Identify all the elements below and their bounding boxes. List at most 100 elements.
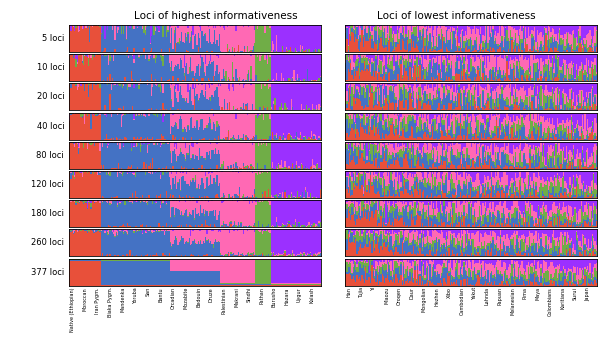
Bar <box>296 51 297 52</box>
Bar <box>422 202 423 208</box>
Bar <box>404 274 406 278</box>
Bar <box>233 142 234 164</box>
Bar <box>204 97 205 110</box>
Bar <box>131 261 132 285</box>
Bar <box>518 193 519 198</box>
Bar <box>593 210 595 220</box>
Bar <box>70 200 71 202</box>
Bar <box>530 171 532 177</box>
Bar <box>397 127 398 135</box>
Bar <box>418 154 419 157</box>
Bar <box>116 260 117 261</box>
Bar <box>79 31 80 52</box>
Bar <box>529 145 530 150</box>
Bar <box>82 172 83 176</box>
Bar <box>564 93 566 104</box>
Bar <box>400 182 402 187</box>
Bar <box>156 142 157 169</box>
Bar <box>413 41 415 52</box>
Bar <box>539 216 541 218</box>
Bar <box>427 119 428 125</box>
Text: Pathan: Pathan <box>259 287 265 304</box>
Bar <box>275 168 277 169</box>
Bar <box>525 243 526 252</box>
Bar <box>382 195 383 197</box>
Bar <box>503 25 504 26</box>
Bar <box>582 115 583 131</box>
Bar <box>505 54 506 58</box>
Bar <box>385 186 386 195</box>
Bar <box>467 200 469 202</box>
Bar <box>452 235 454 236</box>
Bar <box>463 258 465 261</box>
Bar <box>194 171 195 181</box>
Bar <box>526 278 528 282</box>
Bar <box>425 210 427 216</box>
Bar <box>573 35 574 50</box>
Bar <box>160 171 161 175</box>
Bar <box>316 164 317 169</box>
Bar <box>511 69 512 81</box>
Bar <box>431 277 432 279</box>
Bar <box>267 64 268 80</box>
Bar <box>577 106 578 107</box>
Bar <box>440 69 441 72</box>
Bar <box>196 189 197 198</box>
Bar <box>221 226 223 227</box>
Bar <box>99 229 101 230</box>
Bar <box>491 138 493 139</box>
Bar <box>421 106 422 109</box>
Bar <box>467 176 469 190</box>
Bar <box>280 25 281 52</box>
Bar <box>102 253 103 256</box>
Bar <box>379 261 380 266</box>
Bar <box>154 201 155 227</box>
Bar <box>525 205 526 213</box>
Bar <box>425 183 427 188</box>
Bar <box>193 142 194 147</box>
Bar <box>491 217 493 222</box>
Bar <box>388 203 389 212</box>
Bar <box>422 109 423 110</box>
Bar <box>245 230 247 255</box>
Bar <box>152 258 154 259</box>
Bar <box>219 183 220 198</box>
Bar <box>218 197 219 198</box>
Bar <box>511 284 512 286</box>
Bar <box>391 180 392 196</box>
Bar <box>380 229 382 230</box>
Bar <box>354 237 355 243</box>
Bar <box>175 122 176 137</box>
Bar <box>308 50 310 52</box>
Bar <box>443 105 445 110</box>
Bar <box>389 268 391 282</box>
Bar <box>182 84 184 98</box>
Bar <box>442 223 443 227</box>
Bar <box>386 231 388 233</box>
Bar <box>282 254 283 255</box>
Bar <box>517 192 518 196</box>
Bar <box>533 145 534 154</box>
Bar <box>548 84 549 92</box>
Bar <box>506 54 508 55</box>
Bar <box>375 31 377 44</box>
Bar <box>149 230 151 255</box>
Bar <box>127 171 128 173</box>
Bar <box>430 62 431 80</box>
Bar <box>370 204 371 206</box>
Bar <box>399 171 400 175</box>
Bar <box>470 283 471 286</box>
Bar <box>504 100 505 101</box>
Bar <box>443 56 445 60</box>
Bar <box>379 219 380 223</box>
Bar <box>291 25 292 51</box>
Bar <box>355 61 356 67</box>
Bar <box>545 166 547 169</box>
Bar <box>368 118 369 126</box>
Bar <box>577 45 578 46</box>
Bar <box>307 253 308 255</box>
Bar <box>511 25 512 27</box>
Bar <box>368 39 369 41</box>
Bar <box>107 25 108 30</box>
Bar <box>430 28 431 32</box>
